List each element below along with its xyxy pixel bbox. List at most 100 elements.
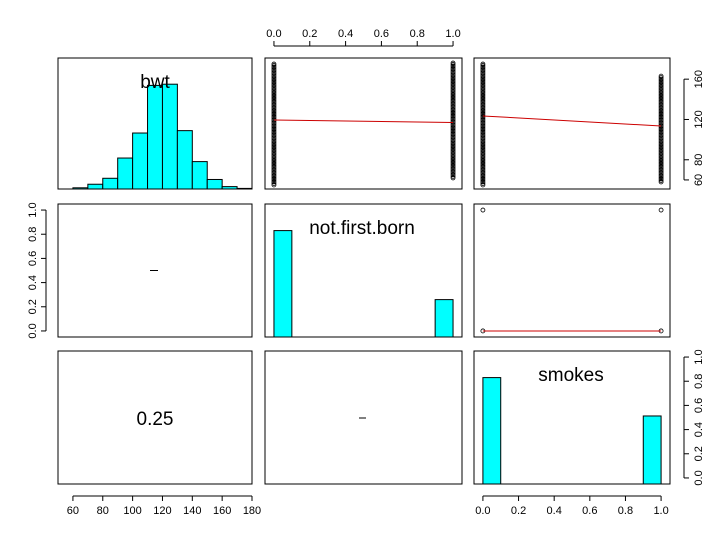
scatter-smokes-bwt-point — [658, 114, 664, 120]
scatter-smokes-bwt-point — [658, 102, 664, 108]
scatter-nfb-bwt-point — [271, 114, 277, 120]
scatter-smokes-bwt-point — [480, 123, 486, 129]
scatter-smokes-bwt-point — [658, 141, 664, 147]
scatter-nfb-bwt-point — [271, 128, 277, 133]
scatter-smokes-bwt-point — [658, 156, 664, 162]
x-axis-bwt-tick-label: 180 — [243, 505, 261, 517]
scatter-smokes-bwt-point — [658, 165, 664, 171]
scatter-smokes-bwt-point — [658, 84, 664, 90]
scatter-smokes-bwt-point — [480, 94, 486, 100]
scatter-nfb-bwt-point — [450, 145, 456, 151]
scatter-smokes-bwt-point — [480, 105, 486, 111]
hist-not-first-born-bar-0 — [273, 230, 293, 338]
scatter-smokes-bwt-point — [480, 66, 486, 71]
scatter-nfb-bwt-point — [271, 61, 277, 67]
scatter-smokes-bwt-point — [658, 103, 664, 109]
scatter-nfb-bwt-point — [450, 166, 456, 172]
scatter-smokes-bwt-point — [480, 147, 486, 153]
scatter-nfb-bwt-point — [271, 85, 277, 91]
x-axis-not-first-born-tick-label: 0.4 — [338, 28, 353, 40]
scatter-nfb-bwt-point — [271, 110, 277, 115]
scatter-nfb-bwt-point — [450, 163, 456, 169]
scatter-nfb-bwt-point — [450, 116, 456, 122]
hist-bwt-bar-9 — [191, 161, 208, 190]
scatter-smokes-bwt-point — [480, 122, 486, 127]
y-axis-smokes-tick-label: 0.2 — [693, 446, 705, 461]
scatter-nfb-bwt-point — [271, 105, 277, 111]
scatter-smokes-bwt-point — [480, 156, 486, 162]
scatter-smokes-bwt-point — [658, 143, 664, 149]
scatter-smokes-bwt-point — [480, 113, 486, 118]
scatter-nfb-bwt-point — [271, 73, 277, 79]
scatter-smokes-bwt-point — [658, 119, 664, 124]
y-axis-not-first-born-tick-label: 0.6 — [27, 251, 39, 266]
scatter-nfb-bwt-point — [271, 144, 277, 150]
scatter-nfb-bwt-point — [450, 99, 456, 105]
scatter-smokes-bwt-point — [658, 170, 664, 176]
scatter-smokes-bwt-point — [658, 171, 664, 177]
scatter-smokes-nfb-point-1 — [480, 207, 486, 213]
scatter-nfb-bwt-point — [271, 175, 277, 180]
scatter-nfb-bwt-point — [271, 167, 277, 173]
scatter-nfb-bwt-point — [271, 97, 277, 103]
scatter-nfb-bwt-point — [271, 108, 277, 114]
scatter-nfb-bwt-point — [450, 115, 456, 120]
scatter-smokes-bwt-point — [480, 181, 486, 186]
scatter-smokes-bwt-point — [658, 126, 664, 132]
scatter-nfb-bwt-point — [271, 102, 277, 108]
scatter-smokes-bwt-point — [658, 94, 664, 100]
scatter-nfb-bwt-point — [271, 63, 277, 68]
hist-bwt-bar-8 — [176, 130, 193, 190]
scatter-smokes-bwt-point — [658, 79, 664, 85]
panel-frame-1-0 — [57, 203, 253, 338]
y-axis-smokes-tick-label: 0.8 — [693, 374, 705, 389]
scatter-smokes-bwt-point — [658, 106, 664, 112]
x-axis-smokes-tick-label: 0.2 — [511, 505, 526, 517]
scatter-smokes-bwt-point — [480, 170, 486, 176]
hist-bwt-bar-6 — [147, 84, 163, 190]
scatter-nfb-bwt-point — [450, 92, 456, 98]
scatter-nfb-bwt-point — [450, 127, 456, 132]
scatter-smokes-bwt-point — [480, 79, 486, 85]
scatter-nfb-bwt-point — [450, 143, 456, 149]
scatter-smokes-bwt-point — [658, 159, 664, 165]
scatter-smokes-bwt-point — [480, 64, 486, 70]
hist-smokes-bar-9 — [642, 415, 662, 485]
scatter-smokes-bwt-point — [480, 179, 486, 185]
scatter-smokes-bwt-point — [480, 162, 486, 168]
scatter-nfb-bwt-point — [450, 98, 456, 104]
scatter-smokes-bwt-point — [658, 129, 664, 135]
scatter-smokes-bwt-point — [480, 131, 486, 136]
scatter-nfb-bwt-point — [271, 147, 277, 153]
scatter-nfb-bwt-point — [450, 96, 456, 102]
scatter-nfb-bwt-point — [450, 95, 456, 101]
x-axis-bwt-tick-label: 80 — [97, 505, 109, 517]
scatter-smokes-bwt-point — [480, 125, 486, 130]
y-axis-smokes-tick-label: 1.0 — [693, 349, 705, 364]
scatter-nfb-bwt-point — [271, 143, 277, 149]
scatter-smokes-bwt-point — [480, 96, 486, 102]
scatter-nfb-bwt-point — [450, 122, 456, 128]
scatter-smokes-bwt-point — [480, 182, 486, 188]
scatter-smokes-bwt-point — [658, 97, 664, 103]
scatter-smokes-bwt-point — [658, 73, 664, 79]
scatter-smokes-bwt-point — [658, 110, 664, 115]
panel-frame-0-2 — [473, 57, 671, 190]
scatter-nfb-bwt-point — [450, 81, 456, 87]
scatter-smokes-bwt-point — [658, 132, 664, 138]
scatter-nfb-bwt-point — [271, 70, 277, 76]
scatter-smokes-bwt-point — [480, 70, 486, 76]
scatter-nfb-bwt-point — [450, 113, 456, 119]
scatter-nfb-bwt-point — [271, 123, 277, 129]
scatter-smokes-bwt-point — [658, 99, 664, 105]
scatter-smokes-bwt-point — [658, 134, 664, 140]
scatter-nfb-bwt-point — [271, 131, 277, 136]
scatter-nfb-bwt-point — [271, 161, 277, 167]
scatter-smokes-bwt-point — [480, 155, 486, 161]
x-axis-bwt-tick-label: 100 — [123, 505, 141, 517]
scatter-nfb-bwt-point — [450, 101, 456, 107]
scatter-smokes-bwt-point — [658, 140, 664, 146]
scatter-nfb-bwt-point — [271, 99, 277, 105]
scatter-nfb-bwt-point — [271, 76, 277, 82]
